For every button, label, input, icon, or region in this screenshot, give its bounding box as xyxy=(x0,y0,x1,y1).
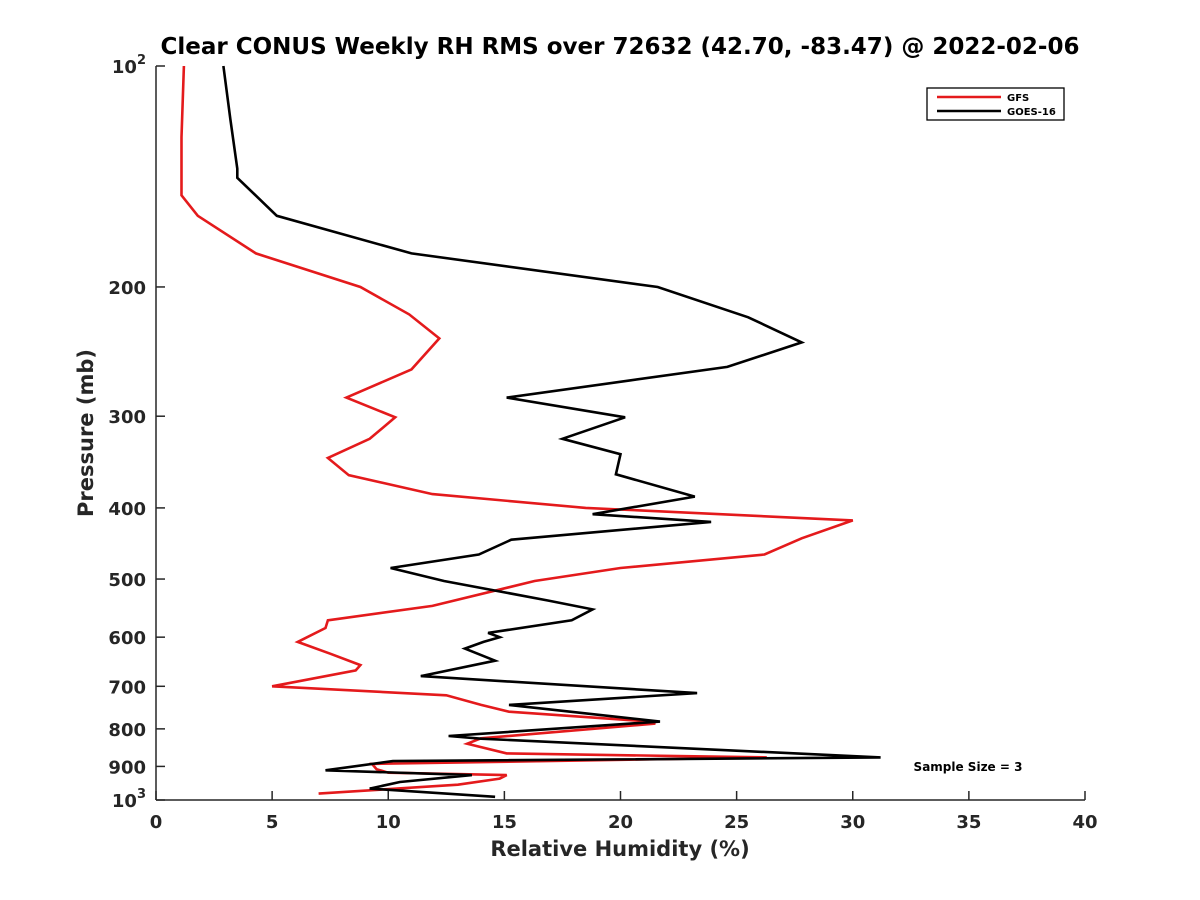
legend-label: GOES-16 xyxy=(1007,107,1056,118)
x-tick-label: 15 xyxy=(492,812,517,833)
y-tick-label: 400 xyxy=(108,499,146,520)
y-tick-label: 200 xyxy=(108,278,146,299)
axes: 0 5 10 15 20 25 30 35 40 102 200 300 400 500 600 700 800… xyxy=(108,53,1097,833)
legend: GFS GOES-16 xyxy=(926,87,1065,121)
x-tick-label: 40 xyxy=(1072,812,1097,833)
y-axis-label: Pressure (mb) xyxy=(74,349,98,517)
x-axis-label: Relative Humidity (%) xyxy=(490,837,749,861)
x-tick-label: 5 xyxy=(266,812,279,833)
y-tick-label: 600 xyxy=(108,628,146,649)
y-tick-label: 900 xyxy=(108,757,146,778)
y-tick-label: 102 xyxy=(112,53,146,78)
series-layer xyxy=(180,65,881,799)
series-line-goes-16 xyxy=(222,65,881,799)
chart-title: Clear CONUS Weekly RH RMS over 72632 (42… xyxy=(161,34,1080,60)
x-tick-label: 0 xyxy=(150,812,163,833)
y-tick-label: 300 xyxy=(108,407,146,428)
x-tick-label: 35 xyxy=(956,812,981,833)
y-tick-label: 800 xyxy=(108,720,146,741)
y-tick-label: 103 xyxy=(112,787,146,812)
x-tick-label: 25 xyxy=(724,812,749,833)
x-tick-label: 10 xyxy=(376,812,401,833)
y-tick-label: 500 xyxy=(108,570,146,591)
series-line-gfs xyxy=(180,65,854,795)
legend-label: GFS xyxy=(1007,93,1029,104)
x-tick-label: 20 xyxy=(608,812,633,833)
y-tick-label: 700 xyxy=(108,677,146,698)
x-tick-label: 30 xyxy=(840,812,865,833)
sample-size-annotation: Sample Size = 3 xyxy=(914,760,1023,774)
legend-box xyxy=(926,87,1065,121)
